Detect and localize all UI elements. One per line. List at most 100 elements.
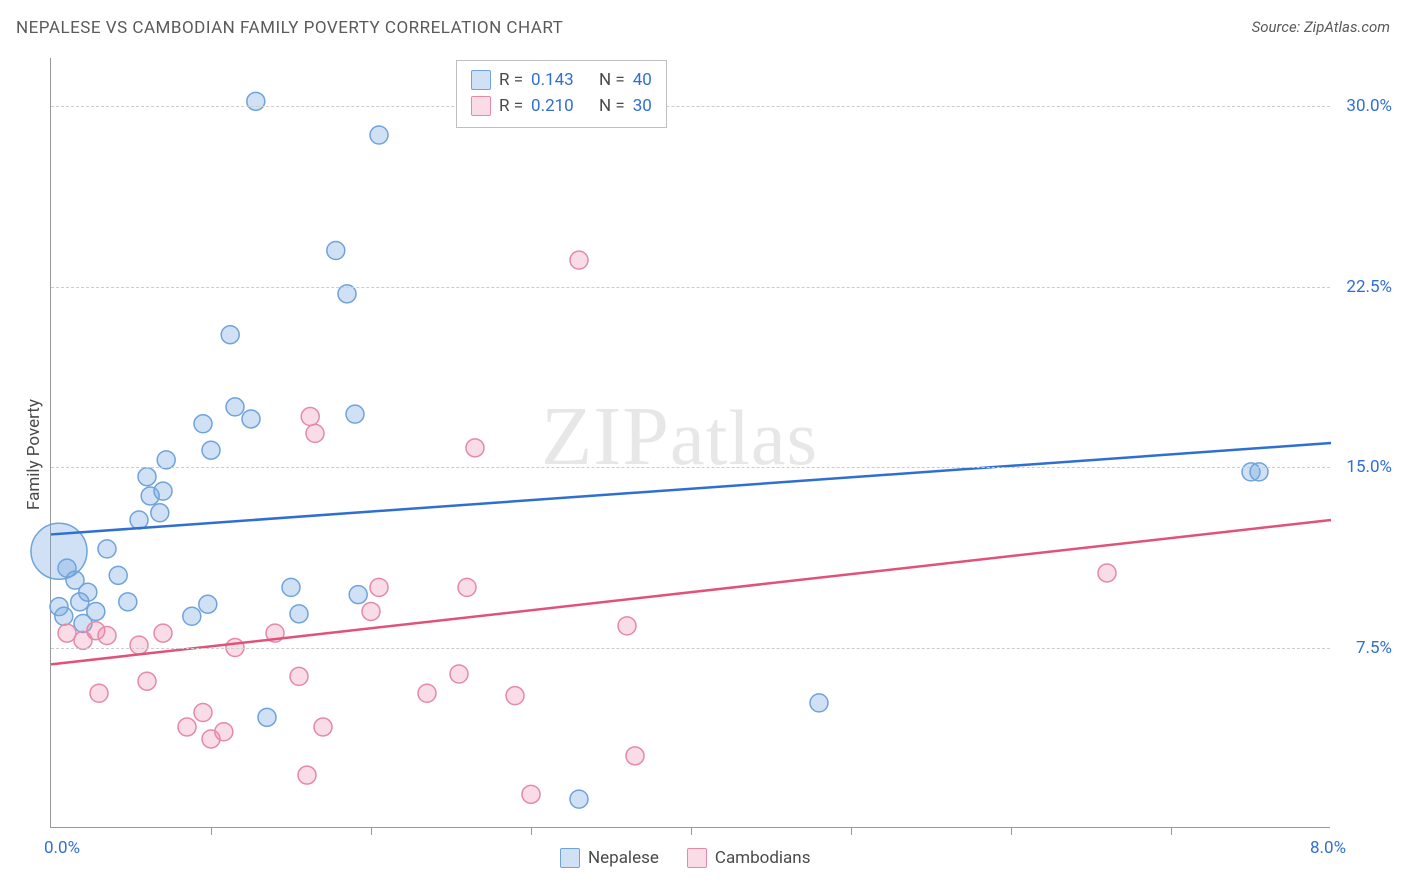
data-point <box>154 624 172 642</box>
data-point <box>247 92 265 110</box>
data-point <box>178 718 196 736</box>
data-point <box>138 468 156 486</box>
data-point <box>98 540 116 558</box>
legend-R-label: R = <box>499 70 523 90</box>
legend-series-name: Nepalese <box>588 848 659 868</box>
data-point <box>215 723 233 741</box>
data-point <box>194 704 212 722</box>
data-point <box>362 602 380 620</box>
legend-stats-row: R = 0.210 N = 30 <box>471 93 652 119</box>
regression-line <box>51 443 1331 534</box>
data-point <box>298 766 316 784</box>
data-point <box>810 694 828 712</box>
gridline <box>51 648 1330 649</box>
legend-N-value: 40 <box>633 70 652 90</box>
data-point <box>570 251 588 269</box>
data-point <box>370 578 388 596</box>
plot-area: ZIPatlas 7.5%15.0%22.5%30.0% <box>50 58 1330 828</box>
data-point <box>130 511 148 529</box>
legend-R-value: 0.143 <box>531 70 585 90</box>
legend-R-label: R = <box>499 96 523 116</box>
data-point <box>183 607 201 625</box>
data-point <box>301 408 319 426</box>
data-point <box>418 684 436 702</box>
data-point <box>221 326 239 344</box>
legend-swatch <box>471 96 491 116</box>
y-tick-label: 30.0% <box>1336 96 1392 116</box>
data-point <box>466 439 484 457</box>
chart-title: NEPALESE VS CAMBODIAN FAMILY POVERTY COR… <box>16 18 563 38</box>
legend-series: Nepalese Cambodians <box>560 848 810 868</box>
legend-series-name: Cambodians <box>715 848 811 868</box>
legend-swatch <box>560 848 580 868</box>
x-tick <box>851 827 852 835</box>
legend-series-item: Nepalese <box>560 848 659 868</box>
data-point <box>626 747 644 765</box>
data-point <box>199 595 217 613</box>
data-point <box>570 790 588 808</box>
legend-stats-box: R = 0.143 N = 40 R = 0.210 N = 30 <box>456 60 667 128</box>
legend-R-value: 0.210 <box>531 96 585 116</box>
data-point <box>194 415 212 433</box>
data-point <box>55 607 73 625</box>
y-axis-label: Family Poverty <box>24 399 44 510</box>
data-point <box>79 583 97 601</box>
data-point <box>242 410 260 428</box>
data-point <box>138 672 156 690</box>
data-point <box>506 687 524 705</box>
x-tick <box>211 827 212 835</box>
legend-stats-row: R = 0.143 N = 40 <box>471 67 652 93</box>
gridline <box>51 467 1330 468</box>
scatter-svg <box>51 58 1331 828</box>
data-point <box>119 593 137 611</box>
legend-N-label: N = <box>599 70 625 90</box>
source-label: Source: <box>1252 18 1301 36</box>
x-tick <box>691 827 692 835</box>
data-point <box>349 586 367 604</box>
x-tick <box>371 827 372 835</box>
data-point <box>370 126 388 144</box>
data-point <box>90 684 108 702</box>
data-point <box>290 667 308 685</box>
data-point <box>226 398 244 416</box>
data-point <box>109 566 127 584</box>
legend-swatch <box>687 848 707 868</box>
source-value: ZipAtlas.com <box>1304 18 1390 36</box>
data-point <box>346 405 364 423</box>
legend-N-value: 30 <box>633 96 652 116</box>
data-point <box>258 708 276 726</box>
chart-header: NEPALESE VS CAMBODIAN FAMILY POVERTY COR… <box>16 18 1390 46</box>
data-point <box>522 785 540 803</box>
data-point <box>450 665 468 683</box>
data-point <box>1250 463 1268 481</box>
data-point <box>151 504 169 522</box>
source-attribution: Source: ZipAtlas.com <box>1252 18 1390 36</box>
data-point <box>98 627 116 645</box>
data-point <box>327 242 345 260</box>
x-tick <box>531 827 532 835</box>
data-point <box>1098 564 1116 582</box>
legend-N-label: N = <box>599 96 625 116</box>
data-point <box>282 578 300 596</box>
legend-swatch <box>471 70 491 90</box>
data-point <box>618 617 636 635</box>
data-point <box>154 482 172 500</box>
x-axis-min-label: 0.0% <box>44 838 80 858</box>
gridline <box>51 287 1330 288</box>
y-tick-label: 15.0% <box>1336 457 1392 477</box>
x-axis-max-label: 8.0% <box>1310 838 1346 858</box>
data-point <box>306 424 324 442</box>
y-tick-label: 7.5% <box>1336 638 1392 658</box>
data-point <box>130 636 148 654</box>
data-point <box>202 441 220 459</box>
data-point <box>87 602 105 620</box>
data-point <box>290 605 308 623</box>
data-point <box>458 578 476 596</box>
gridline <box>51 106 1330 107</box>
x-tick <box>1171 827 1172 835</box>
x-tick <box>1011 827 1012 835</box>
data-point <box>314 718 332 736</box>
y-tick-label: 22.5% <box>1336 277 1392 297</box>
regression-line <box>51 520 1331 664</box>
legend-series-item: Cambodians <box>687 848 811 868</box>
